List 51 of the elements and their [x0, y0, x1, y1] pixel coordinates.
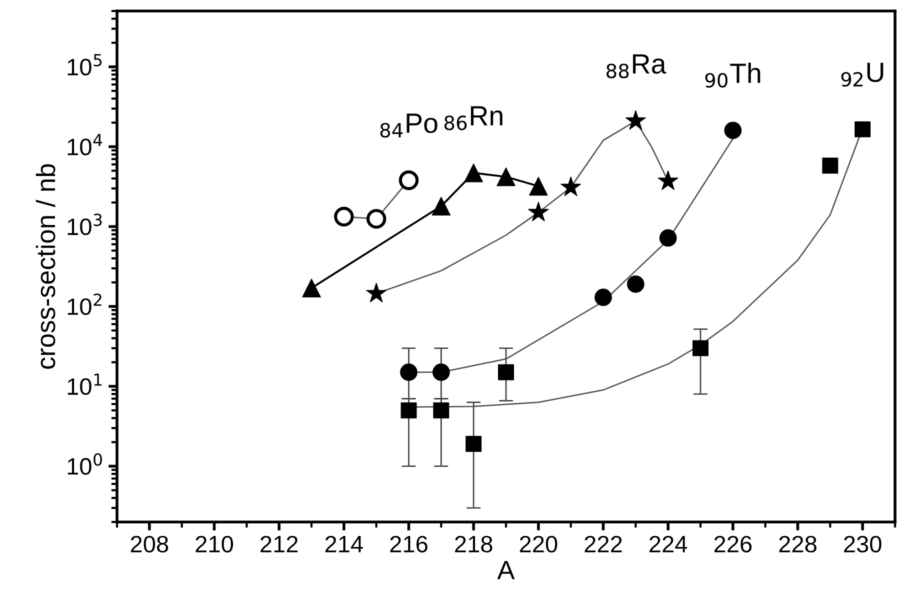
point — [334, 206, 354, 227]
y-tick-label: 10$^{3}$ — [68, 214, 102, 236]
point — [854, 121, 871, 138]
point — [822, 158, 838, 174]
point — [498, 364, 514, 380]
point — [529, 176, 548, 196]
point — [692, 340, 708, 356]
x-axis-title: A — [497, 560, 515, 580]
x-tick-label: 216 — [390, 536, 428, 553]
x-tick-label: 208 — [130, 536, 168, 553]
series-label: $_{92}$U — [841, 62, 884, 87]
point — [432, 196, 451, 216]
point — [366, 282, 387, 302]
point — [464, 164, 483, 182]
x-tick-label: 220 — [520, 536, 558, 553]
x-tick-label: 218 — [455, 536, 492, 553]
point — [626, 275, 644, 293]
point — [398, 170, 419, 190]
x-tick-label: 226 — [714, 536, 752, 553]
x-tick-label: 210 — [196, 536, 234, 553]
x-tick-label: 224 — [650, 536, 688, 552]
point — [400, 364, 418, 381]
point — [658, 170, 678, 190]
point — [625, 110, 646, 130]
series-label: $_{84}$Po — [380, 114, 438, 138]
point — [466, 436, 482, 452]
x-tick-label: 212 — [260, 536, 298, 552]
point — [302, 278, 321, 298]
y-tick-label: 10$^{2}$ — [68, 294, 102, 316]
series-label: $_{86}$Rn — [444, 106, 502, 130]
y-tick-label: 10$^{4}$ — [68, 134, 102, 156]
point — [659, 229, 677, 247]
series-label: $_{90}$Th — [705, 62, 760, 88]
point — [528, 202, 549, 222]
y-tick-label: 10$^{0}$ — [68, 453, 102, 475]
y-axis-title: cross-section / nb — [36, 164, 56, 369]
point — [400, 402, 417, 418]
point — [366, 208, 386, 229]
x-tick-label: 228 — [779, 536, 816, 553]
point — [432, 364, 450, 381]
point — [724, 122, 742, 140]
y-tick-label: 10$^{1}$ — [68, 374, 102, 395]
point — [560, 176, 582, 196]
point — [594, 288, 612, 306]
x-tick-label: 230 — [844, 536, 882, 553]
x-tick-label: 222 — [584, 536, 622, 552]
x-tick-label: 214 — [325, 536, 363, 552]
series-label: $_{88}$Ra — [606, 54, 666, 78]
y-tick-label: 10$^{5}$ — [68, 54, 102, 76]
point — [496, 167, 516, 186]
point — [433, 402, 450, 418]
